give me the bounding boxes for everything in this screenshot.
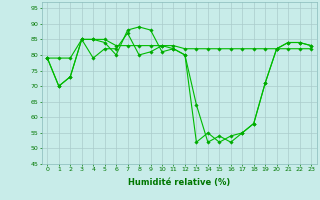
X-axis label: Humidité relative (%): Humidité relative (%) [128, 178, 230, 187]
